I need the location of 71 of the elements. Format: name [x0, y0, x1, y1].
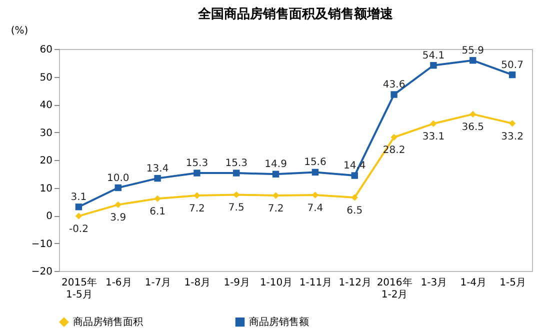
point — [233, 170, 240, 176]
point — [312, 168, 319, 176]
y-tick-label: −20 — [31, 266, 52, 278]
point — [154, 195, 161, 202]
point — [351, 172, 358, 179]
data-label: 36.5 — [462, 122, 484, 134]
y-tick-label: 0 — [46, 211, 52, 222]
point — [194, 170, 200, 176]
x-tick-label: 2016年 1-2月 — [376, 276, 412, 300]
x-tick-label: 1-8月 — [184, 278, 211, 288]
data-label: 7.5 — [228, 202, 244, 214]
point — [508, 71, 516, 78]
data-label: 15.6 — [304, 157, 326, 168]
data-label: 7.2 — [189, 204, 205, 215]
data-label: 43.6 — [382, 80, 406, 91]
legend-label: 商品房销售面积 — [73, 316, 143, 328]
x-tick-label: 1-4月 — [460, 278, 487, 288]
data-label: 50.7 — [501, 60, 524, 71]
point — [154, 174, 161, 182]
x-tick-label: 1-11月 — [299, 278, 332, 288]
x-tick-label: 1-5月 — [500, 278, 526, 288]
data-label: 3.9 — [110, 212, 126, 224]
y-tick-label: 50 — [40, 72, 52, 84]
point — [272, 170, 280, 178]
data-label: 33.2 — [501, 131, 524, 142]
data-label: 54.1 — [422, 50, 445, 62]
y-tick-label: 10 — [40, 183, 52, 194]
point — [351, 194, 358, 201]
point — [233, 191, 240, 198]
point — [430, 62, 437, 69]
point — [272, 192, 280, 199]
point — [508, 120, 516, 127]
data-label: 6.1 — [150, 206, 166, 218]
point — [114, 184, 122, 192]
y-axis-title: (%) — [10, 26, 28, 36]
x-tick-label: 1-9月 — [224, 278, 250, 288]
point — [75, 204, 82, 210]
data-label: 10.0 — [106, 172, 130, 184]
point — [75, 212, 82, 220]
point — [470, 57, 476, 64]
data-label: 55.9 — [462, 45, 484, 56]
data-label: 13.4 — [146, 163, 169, 174]
data-label: 15.3 — [225, 158, 248, 170]
point — [390, 91, 398, 98]
data-label: -0.2 — [68, 224, 88, 236]
y-tick-label: −10 — [31, 238, 52, 250]
x-tick-label: 1-10月 — [260, 278, 293, 288]
x-tick-label: 1-7月 — [144, 278, 172, 288]
data-label: 15.3 — [186, 158, 208, 170]
data-label: 7.2 — [268, 204, 284, 215]
data-label: 3.1 — [70, 192, 87, 203]
data-label: 33.1 — [422, 132, 445, 143]
x-tick-label: 1-6月 — [105, 278, 132, 288]
y-tick-label: 30 — [40, 128, 52, 139]
point — [470, 110, 476, 118]
chart-title: 全国商品房销售面积及销售额增速 — [197, 6, 394, 22]
y-tick-label: 60 — [40, 44, 52, 56]
point — [114, 201, 122, 208]
data-label: 14.9 — [264, 159, 287, 170]
point — [430, 120, 437, 127]
y-tick-label: 20 — [40, 156, 52, 166]
y-tick-label: 40 — [40, 100, 52, 111]
point — [312, 192, 319, 198]
legend-label: 商品房销售额 — [249, 316, 309, 328]
point — [194, 192, 200, 199]
x-tick-label: 2015年 1-5月 — [61, 276, 97, 300]
point — [390, 134, 398, 141]
data-label: 6.5 — [346, 205, 363, 216]
data-label: 7.4 — [307, 202, 324, 214]
x-tick-label: 1-12月 — [338, 278, 372, 288]
x-tick-label: 1-3月 — [420, 278, 448, 288]
